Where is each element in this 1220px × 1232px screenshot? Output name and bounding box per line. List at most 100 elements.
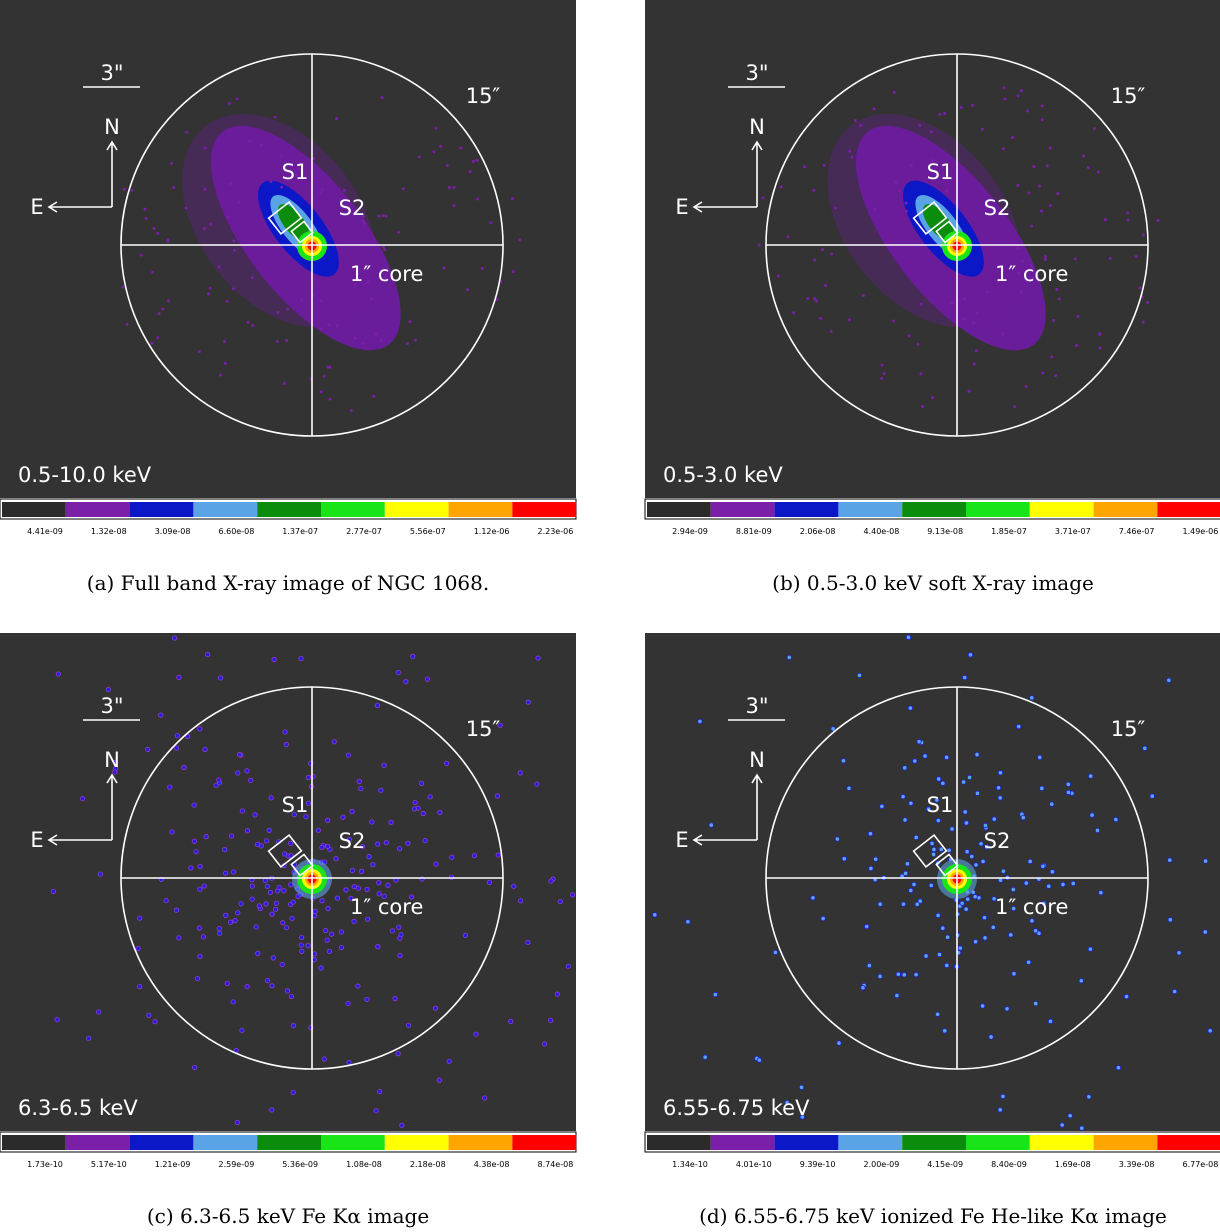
colorbar-segment [1029, 1135, 1094, 1150]
emission-speck [349, 409, 353, 413]
photon [345, 752, 351, 758]
emission-speck [275, 339, 279, 343]
photon [338, 929, 345, 935]
emission-speck [975, 311, 979, 315]
north-label: N [749, 748, 765, 772]
photon [1004, 1006, 1010, 1012]
emission-speck [1098, 346, 1102, 350]
photon [289, 915, 295, 922]
emission-speck [1073, 257, 1077, 261]
photon [931, 851, 937, 857]
photon [299, 934, 305, 941]
emission-speck [366, 280, 370, 284]
photon [913, 834, 919, 841]
photon [873, 856, 879, 862]
photon [820, 915, 826, 922]
colorbar-segment [193, 1135, 258, 1150]
photon [411, 806, 418, 812]
photon [235, 910, 241, 916]
emission-speck [904, 209, 908, 213]
emission-speck [471, 160, 475, 164]
colorbar-segment [710, 1135, 775, 1150]
circle-label: 15″ [466, 84, 501, 108]
colorbar-segment [448, 502, 513, 517]
photon [799, 1114, 805, 1120]
emission-speck [286, 307, 290, 311]
photon [1166, 677, 1172, 683]
emission-speck [1043, 257, 1047, 261]
photon [911, 881, 917, 887]
photon [271, 656, 277, 663]
photon [397, 952, 403, 959]
photon [217, 675, 224, 681]
emission-speck [1040, 118, 1044, 122]
emission-speck [452, 204, 456, 208]
photon [936, 951, 943, 958]
photon [810, 895, 816, 901]
photon [967, 652, 974, 658]
emission-speck [381, 245, 385, 249]
emission-speck [1075, 344, 1079, 348]
photon [935, 1011, 941, 1017]
colorbar-tick-label: 8.74e-08 [537, 1160, 573, 1169]
colorbar-segment [1093, 1135, 1158, 1150]
s1-label: S1 [282, 160, 309, 184]
region-s1 [267, 833, 303, 869]
photon [542, 1041, 548, 1047]
photon [534, 781, 540, 787]
photon [202, 746, 208, 752]
photon [685, 919, 691, 925]
colorbar-tick-label: 8.81e-09 [736, 527, 772, 536]
s1-label: S1 [927, 793, 954, 817]
photon [403, 679, 409, 685]
photon [356, 778, 362, 784]
photon [1000, 1093, 1006, 1100]
emission-speck [792, 311, 796, 315]
region-s2 [290, 220, 314, 244]
emission-speck [1024, 384, 1028, 388]
photon [364, 886, 370, 893]
emission-speck [335, 117, 339, 121]
photon [167, 784, 173, 790]
photon [978, 841, 984, 847]
photon [557, 898, 563, 905]
emission-speck [150, 341, 154, 345]
colorbar-tick-label: 1.49e-06 [1182, 527, 1218, 536]
photon [254, 841, 261, 847]
photon [276, 884, 282, 891]
emission-speck [815, 299, 819, 303]
photon [197, 886, 203, 892]
photon [1049, 869, 1055, 875]
photon [902, 765, 908, 771]
region-s1 [912, 200, 948, 236]
photon [877, 901, 883, 907]
emission-speck [381, 214, 385, 218]
emission-speck [202, 227, 206, 231]
photon [264, 977, 271, 984]
photon [288, 993, 295, 1000]
emission-speck [967, 389, 971, 393]
emission-speck [892, 319, 896, 323]
emission-speck [295, 173, 299, 177]
emission-speck [892, 90, 896, 94]
circle-label: 15″ [1111, 717, 1146, 741]
photon [868, 865, 874, 872]
emission-speck [1040, 104, 1044, 108]
photon [375, 841, 381, 847]
emission-speck [930, 396, 934, 400]
photon [213, 782, 219, 788]
photon [949, 826, 955, 832]
s2-label: S2 [339, 829, 366, 853]
emission-speck [121, 285, 125, 289]
photon [112, 759, 118, 766]
emission-speck [1141, 233, 1145, 237]
photon [966, 774, 973, 780]
photon [349, 808, 355, 815]
photon [1065, 781, 1071, 787]
emission-speck [872, 107, 876, 111]
emission-speck [259, 143, 263, 147]
photon [962, 809, 968, 815]
emission-speck [919, 302, 923, 306]
photon [1087, 946, 1094, 952]
photon [486, 879, 493, 886]
